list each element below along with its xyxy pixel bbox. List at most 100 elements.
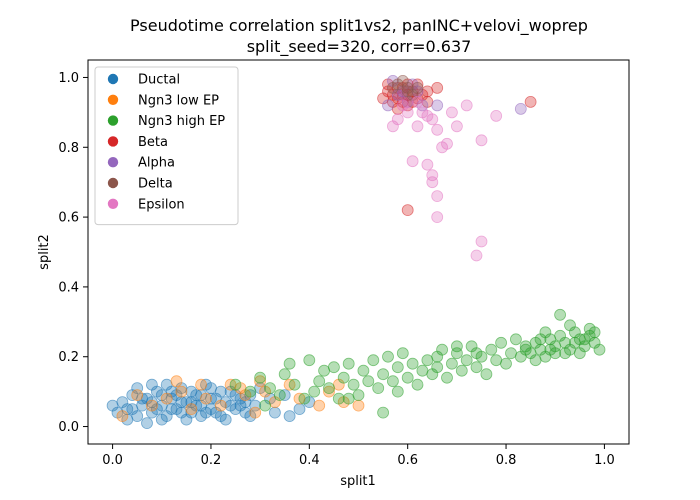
x-tick-label: 0.8 <box>496 453 517 468</box>
data-point <box>327 361 340 374</box>
data-point <box>421 158 434 171</box>
legend: Ductal Ngn3 low EP Ngn3 high EP Beta Alpha De… <box>94 66 239 226</box>
data-point <box>342 357 355 370</box>
data-point <box>564 319 576 332</box>
data-point <box>303 354 316 367</box>
data-point <box>510 333 522 346</box>
data-point <box>450 120 463 133</box>
data-point <box>426 113 439 126</box>
data-point <box>588 326 601 339</box>
data-point <box>283 410 296 423</box>
data-point <box>559 336 571 349</box>
data-point <box>175 385 188 398</box>
data-point <box>544 343 557 356</box>
data-point <box>293 403 306 416</box>
data-point <box>593 343 606 356</box>
data-point <box>362 375 375 388</box>
data-point <box>386 375 399 388</box>
legend-label: Epsilon <box>138 197 185 212</box>
legend-label: Ngn3 high EP <box>138 114 225 129</box>
data-point <box>332 392 345 405</box>
data-point <box>559 347 571 360</box>
data-point <box>205 382 217 395</box>
legend-marker <box>107 94 119 106</box>
chart-title: Pseudotime correlation split1vs2, panINC… <box>130 16 588 36</box>
data-point <box>116 410 129 423</box>
data-point <box>175 406 188 419</box>
series-alpha <box>382 75 527 115</box>
data-point <box>401 371 414 384</box>
data-point <box>406 357 419 370</box>
data-point <box>313 399 326 412</box>
data-point <box>514 103 527 115</box>
x-tick-label: 0.6 <box>397 453 418 468</box>
data-point <box>214 385 227 398</box>
data-point <box>264 382 276 395</box>
legend-marker <box>107 136 119 147</box>
data-point <box>145 378 158 391</box>
data-point <box>495 336 508 349</box>
data-point <box>529 354 542 367</box>
data-point <box>416 364 429 377</box>
data-point <box>401 85 414 98</box>
data-point <box>131 382 144 395</box>
data-point <box>288 378 301 391</box>
data-point <box>308 385 321 398</box>
data-point <box>426 176 439 189</box>
data-point <box>475 134 488 147</box>
data-point <box>411 378 424 391</box>
y-axis: 0.0 0.2 0.4 0.6 0.8 1.0 <box>58 71 88 435</box>
x-tick-label: 0.4 <box>299 453 320 468</box>
data-point <box>185 396 198 409</box>
data-point <box>485 343 498 356</box>
data-point <box>470 347 483 360</box>
data-point <box>534 333 547 346</box>
data-point <box>490 110 503 122</box>
data-point <box>185 385 198 398</box>
data-point <box>431 211 444 224</box>
plot-frame <box>87 59 630 445</box>
data-point <box>460 354 473 367</box>
data-point <box>367 354 380 367</box>
data-point <box>131 389 144 402</box>
chart-subtitle: split_seed=320, corr=0.637 <box>247 37 472 57</box>
data-point <box>170 375 183 388</box>
data-point <box>200 392 212 405</box>
legend-marker <box>107 157 119 168</box>
data-point <box>200 406 212 419</box>
data-point <box>480 368 493 381</box>
data-point <box>155 413 168 426</box>
data-point <box>441 371 453 384</box>
data-point <box>382 99 394 112</box>
data-point <box>283 378 296 391</box>
legend-box <box>94 66 239 226</box>
data-point <box>160 392 173 405</box>
data-point <box>347 378 360 391</box>
y-tick-label: 0.6 <box>58 211 79 226</box>
data-point <box>569 336 581 349</box>
legend-marker <box>107 177 119 189</box>
y-tick-label: 0.0 <box>58 420 79 435</box>
y-axis-label: split2 <box>37 234 52 270</box>
data-point <box>524 96 537 108</box>
data-point <box>234 399 247 412</box>
series-epsilon <box>386 96 503 262</box>
legend-label: Ngn3 low EP <box>138 93 219 108</box>
data-point <box>145 399 158 412</box>
data-point <box>268 406 281 419</box>
data-point <box>421 354 434 367</box>
data-point <box>573 347 586 360</box>
data-point <box>411 82 424 94</box>
data-point <box>372 382 385 395</box>
data-point <box>460 99 473 112</box>
data-point <box>431 82 444 94</box>
data-point <box>249 406 262 419</box>
legend-label: Alpha <box>138 156 175 171</box>
data-point <box>313 375 326 388</box>
data-point <box>411 120 424 133</box>
data-point <box>455 364 468 377</box>
y-tick-label: 0.8 <box>58 141 79 156</box>
data-point <box>416 106 429 119</box>
data-point <box>352 399 365 412</box>
legend-marker <box>107 198 119 209</box>
